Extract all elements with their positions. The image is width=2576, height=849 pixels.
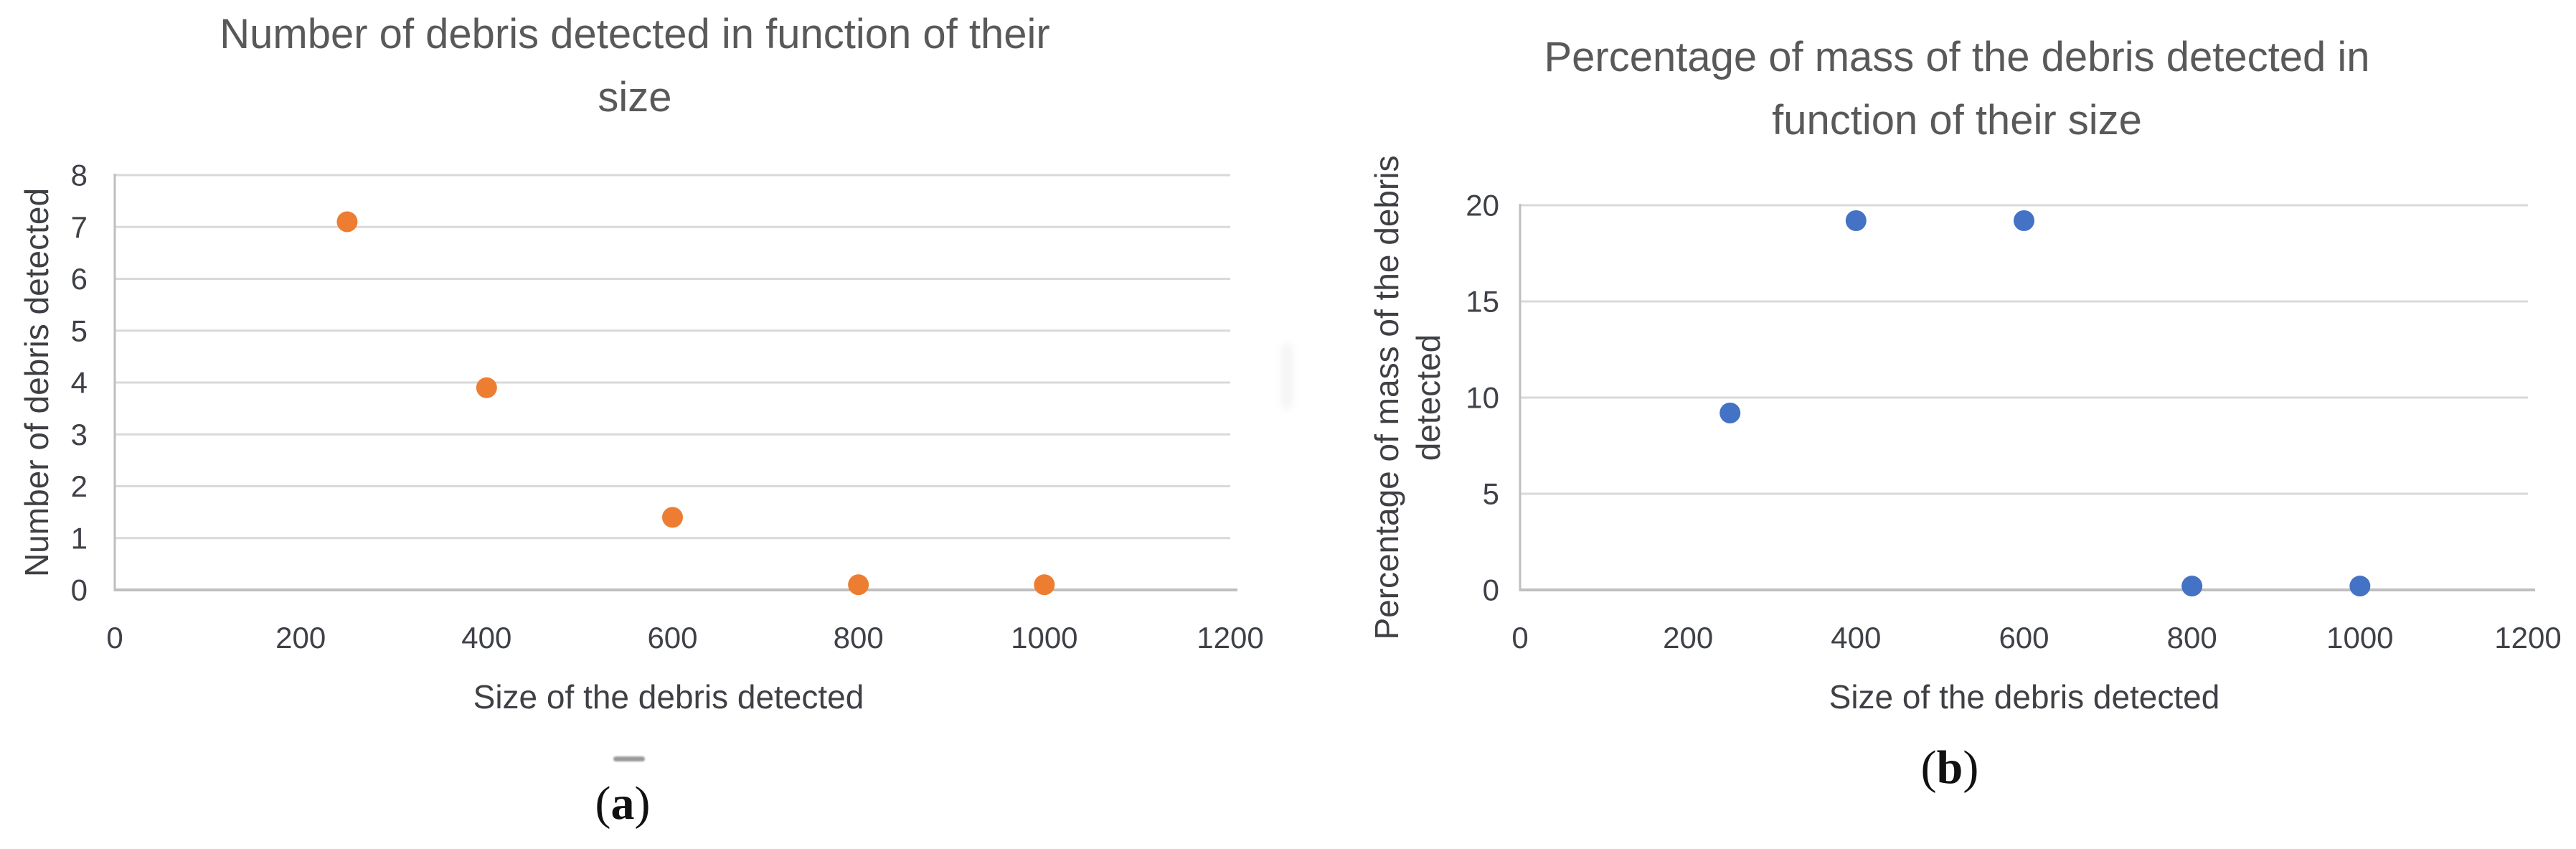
caption-a-close-paren: ) bbox=[634, 777, 651, 830]
y-tick-label: 1 bbox=[71, 521, 88, 555]
y-tick-label: 6 bbox=[71, 262, 88, 296]
data-point bbox=[1034, 574, 1055, 596]
caption-b-close-paren: ) bbox=[1963, 741, 1979, 794]
x-tick-label: 1200 bbox=[1197, 621, 1263, 655]
y-tick-label: 10 bbox=[1466, 381, 1499, 415]
chart-b-title: Percentage of mass of the debris detecte… bbox=[1544, 34, 2370, 144]
data-point bbox=[2349, 576, 2371, 597]
scan-smudge-artifact bbox=[1281, 343, 1293, 409]
chart-a-x-axis-title: Size of the debris detected bbox=[473, 678, 864, 716]
data-point bbox=[1719, 402, 1741, 423]
x-tick-label: 200 bbox=[1663, 621, 1713, 655]
x-tick-label: 800 bbox=[834, 621, 884, 655]
y-tick-label: 7 bbox=[71, 210, 88, 244]
data-point bbox=[2181, 576, 2203, 597]
data-point bbox=[2014, 210, 2034, 231]
x-tick-label: 1200 bbox=[2494, 621, 2561, 655]
y-tick-label: 8 bbox=[71, 159, 88, 192]
y-tick-label: 5 bbox=[71, 314, 88, 347]
caption-b-letter: b bbox=[1936, 741, 1963, 794]
x-tick-label: 600 bbox=[647, 621, 697, 655]
caption-a-letter: a bbox=[610, 777, 635, 830]
chart-b-y-axis-title: Percentage of mass of the debris detecte… bbox=[1368, 155, 1447, 640]
x-tick-label: 800 bbox=[2167, 621, 2217, 655]
y-tick-label: 0 bbox=[1483, 573, 1499, 607]
y-tick-label: 0 bbox=[71, 573, 88, 607]
x-tick-label: 400 bbox=[1831, 621, 1881, 655]
x-tick-label: 1000 bbox=[1011, 621, 1077, 655]
chart-a-y-axis-title: Number of debris detected bbox=[18, 187, 55, 578]
y-tick-label: 4 bbox=[71, 366, 88, 400]
caption-b-open-paren: ( bbox=[1920, 741, 1937, 794]
x-tick-label: 0 bbox=[106, 621, 123, 655]
x-tick-label: 600 bbox=[1999, 621, 2049, 655]
data-point bbox=[848, 574, 869, 596]
data-point bbox=[476, 377, 497, 398]
y-tick-label: 2 bbox=[71, 469, 88, 503]
y-tick-label: 3 bbox=[71, 418, 88, 451]
data-point bbox=[662, 507, 683, 528]
chart-a-title: Number of debris detected in function of… bbox=[220, 11, 1050, 121]
caption-a: (a) bbox=[544, 777, 702, 831]
y-tick-label: 20 bbox=[1466, 189, 1499, 222]
x-tick-label: 1000 bbox=[2326, 621, 2393, 655]
caption-b: (b) bbox=[1871, 741, 2029, 795]
data-point bbox=[336, 211, 358, 233]
y-tick-label: 15 bbox=[1466, 285, 1499, 319]
data-point bbox=[1845, 210, 1867, 231]
x-tick-label: 0 bbox=[1511, 621, 1528, 655]
y-tick-label: 5 bbox=[1483, 477, 1499, 511]
chart-b-x-axis-title: Size of the debris detected bbox=[1829, 678, 2220, 716]
stray-dash-artifact bbox=[613, 756, 645, 761]
x-tick-label: 200 bbox=[275, 621, 326, 655]
caption-a-open-paren: ( bbox=[595, 777, 611, 830]
x-tick-label: 400 bbox=[461, 621, 511, 655]
